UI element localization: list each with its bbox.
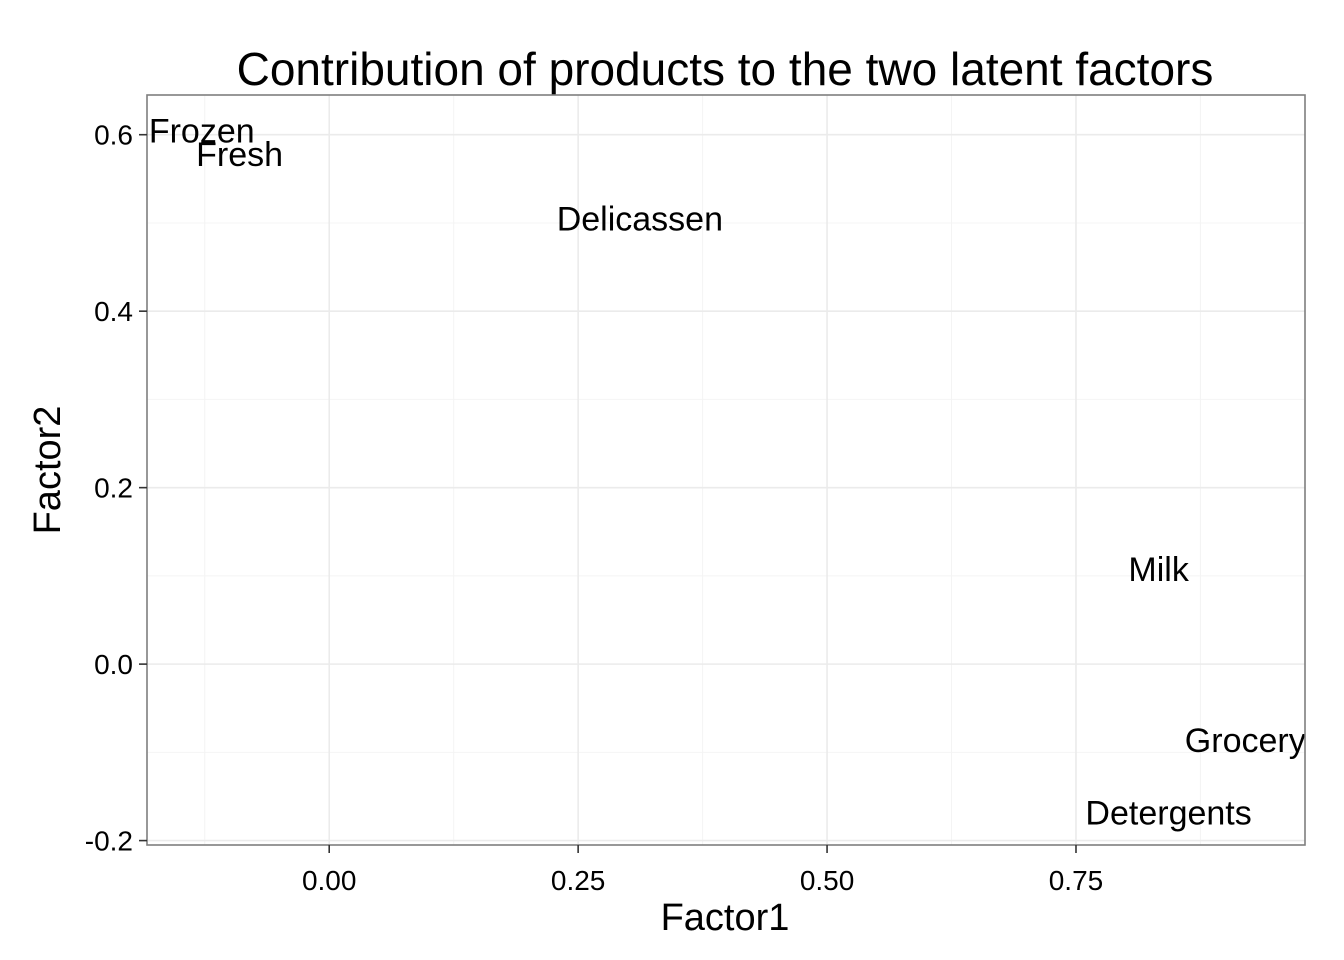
x-axis: 0.00 0.25 0.50 0.75 bbox=[302, 845, 1103, 896]
major-grid bbox=[147, 95, 1305, 845]
x-tick-label: 0.50 bbox=[800, 865, 855, 896]
y-tick-label: 0.0 bbox=[94, 649, 133, 680]
chart-title: Contribution of products to the two late… bbox=[237, 43, 1214, 95]
y-axis: -0.2 0.0 0.2 0.4 0.6 bbox=[85, 120, 147, 857]
plot-panel-border bbox=[146, 94, 1306, 846]
x-tick-label: 0.25 bbox=[551, 865, 606, 896]
point-label-delicassen: Delicassen bbox=[557, 201, 723, 239]
minor-grid bbox=[147, 95, 1305, 845]
point-label-frozen: Frozen bbox=[149, 112, 255, 150]
y-tick-label: 0.2 bbox=[94, 473, 133, 504]
point-label-detergents: Detergents bbox=[1085, 794, 1251, 832]
x-axis-title: Factor1 bbox=[661, 897, 790, 939]
y-tick-label: 0.4 bbox=[94, 296, 133, 327]
y-axis-title: Factor2 bbox=[27, 406, 69, 535]
point-label-fresh: Fresh bbox=[196, 136, 283, 174]
x-tick-label: 0.75 bbox=[1049, 865, 1104, 896]
y-tick-label: 0.6 bbox=[94, 120, 133, 151]
y-tick-label: -0.2 bbox=[85, 826, 133, 857]
point-label-grocery: Grocery bbox=[1185, 722, 1306, 760]
x-tick-label: 0.00 bbox=[302, 865, 357, 896]
point-label-milk: Milk bbox=[1128, 551, 1189, 589]
